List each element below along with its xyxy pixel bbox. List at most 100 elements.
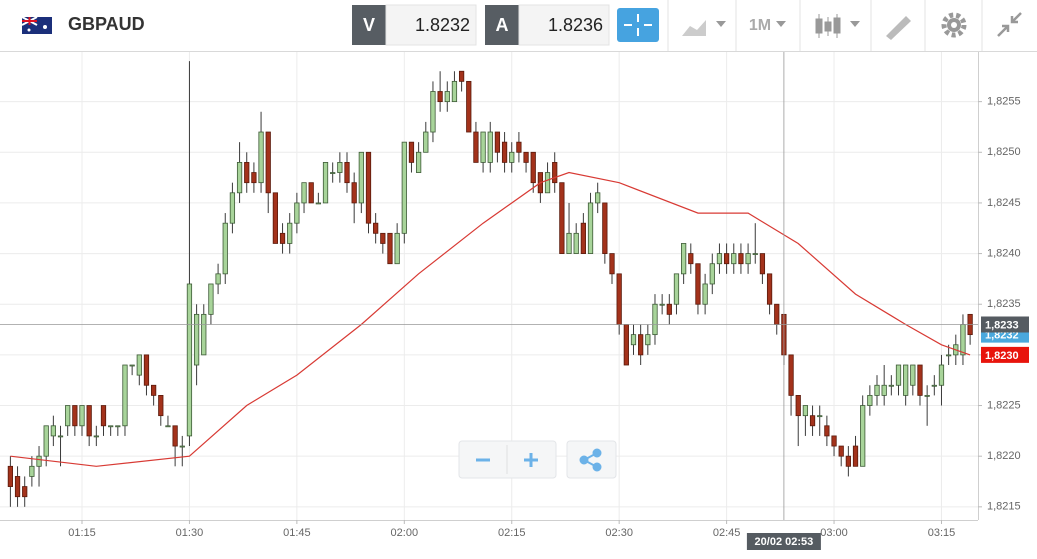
candle-body-up bbox=[702, 283, 708, 305]
candle-body-up bbox=[136, 354, 142, 376]
bid-box[interactable] bbox=[385, 4, 477, 46]
candle-body-down bbox=[809, 415, 816, 427]
candle-body-down bbox=[774, 303, 780, 325]
candle-body-down bbox=[917, 364, 923, 396]
candle-body-down bbox=[272, 192, 279, 244]
drawing-button[interactable] bbox=[886, 16, 911, 40]
price-label: 1,8232 bbox=[985, 330, 1019, 342]
crosshair-button[interactable] bbox=[617, 8, 659, 42]
settings-button[interactable] bbox=[941, 12, 967, 38]
candle-body-down bbox=[172, 425, 178, 447]
y-tick-label: 1,8215 bbox=[987, 501, 1021, 513]
candle-body-down bbox=[559, 182, 565, 254]
y-tick-label: 1,8245 bbox=[987, 197, 1021, 209]
candle-body-down bbox=[151, 384, 157, 396]
candle-body-up bbox=[43, 425, 49, 457]
candle-body-up bbox=[745, 253, 751, 265]
candle-body-down bbox=[7, 465, 14, 487]
candle-body-up bbox=[358, 151, 364, 204]
zoom-in-button[interactable] bbox=[524, 453, 538, 467]
candle-body-down bbox=[387, 232, 393, 265]
x-tick-label: 01:45 bbox=[283, 527, 311, 539]
candle-body-up bbox=[931, 384, 937, 387]
flag bbox=[21, 16, 52, 34]
candle-style-button[interactable] bbox=[815, 14, 860, 38]
x-tick-label: 03:15 bbox=[928, 527, 956, 539]
candle-body-up bbox=[287, 222, 293, 244]
chart-type-button[interactable] bbox=[682, 20, 726, 36]
candle-body-up bbox=[924, 395, 930, 397]
candle-body-up bbox=[115, 425, 121, 428]
candle-body-up bbox=[258, 131, 264, 184]
candle-body-up bbox=[630, 334, 637, 346]
candle-body-up bbox=[681, 243, 687, 275]
candle-body-up bbox=[322, 162, 329, 204]
candle-body-up bbox=[394, 232, 400, 265]
candle-body-down bbox=[666, 303, 672, 315]
candle-body-down bbox=[22, 486, 28, 498]
bid-label: V bbox=[363, 15, 375, 35]
price-label: 1,8230 bbox=[985, 350, 1019, 362]
candle-body-down bbox=[308, 182, 314, 204]
candle-body-up bbox=[487, 131, 493, 163]
candle-body-down bbox=[380, 232, 386, 244]
x-tick-label: 02:30 bbox=[605, 527, 633, 539]
ask-box[interactable] bbox=[518, 4, 610, 46]
candle-body-up bbox=[57, 435, 64, 438]
crosshair-time-label: 20/02 02:53 bbox=[755, 536, 814, 548]
candle-body-up bbox=[544, 172, 551, 194]
candle-body-up bbox=[179, 445, 185, 448]
x-tick-label: 02:00 bbox=[391, 527, 419, 539]
candle-body-up bbox=[165, 425, 171, 428]
candle-body-up bbox=[430, 91, 436, 133]
candle-body-up bbox=[451, 80, 458, 103]
candle-body-up bbox=[208, 283, 214, 315]
candle-body-down bbox=[86, 405, 92, 437]
candle-body-down bbox=[824, 425, 830, 437]
candle-body-down bbox=[738, 253, 744, 265]
candle-body-up bbox=[587, 202, 594, 254]
candle-body-up bbox=[480, 131, 486, 163]
candle-body-up bbox=[423, 131, 429, 153]
timeframe[interactable]: 1M bbox=[749, 17, 771, 34]
candle-body-down bbox=[473, 131, 479, 163]
candle-body-up bbox=[652, 303, 658, 336]
candle-body-down bbox=[695, 263, 701, 305]
candle-body-up bbox=[186, 283, 193, 437]
candle-body-down bbox=[795, 395, 801, 417]
candle-body-down bbox=[530, 151, 536, 184]
candle-body-up bbox=[444, 91, 450, 103]
symbol: GBPAUD bbox=[68, 14, 145, 34]
candle-body-up bbox=[29, 465, 35, 477]
ask-label: A bbox=[496, 15, 509, 35]
candle-body-up bbox=[122, 364, 128, 427]
candle-body-up bbox=[731, 253, 737, 265]
candle-body-up bbox=[222, 222, 228, 275]
candle-body-up bbox=[509, 151, 515, 163]
candle-body-down bbox=[845, 455, 851, 467]
share-button[interactable] bbox=[579, 448, 602, 472]
candle-body-up bbox=[645, 334, 651, 346]
ask-price: 1.8236 bbox=[548, 15, 603, 35]
candle-body-up bbox=[337, 162, 343, 173]
candle-body-up bbox=[938, 364, 945, 386]
y-tick-label: 1,8220 bbox=[987, 450, 1021, 462]
candle-body-up bbox=[215, 273, 221, 285]
x-tick-label: 02:45 bbox=[713, 527, 741, 539]
collapse-button[interactable] bbox=[997, 12, 1022, 37]
candle-body-up bbox=[817, 415, 823, 418]
candle-body-down bbox=[244, 162, 250, 184]
candle-body-up bbox=[65, 405, 71, 427]
candle-body-down bbox=[458, 70, 465, 82]
candle-body-down bbox=[466, 80, 472, 133]
candle-body-down bbox=[831, 435, 837, 447]
candle-body-down bbox=[523, 151, 529, 163]
x-tick-label: 01:15 bbox=[68, 527, 96, 539]
candle-body-up bbox=[416, 151, 422, 173]
price-label: 1,8233 bbox=[985, 319, 1019, 331]
bid-price: 1.8232 bbox=[415, 15, 470, 35]
candle-body-down bbox=[723, 253, 730, 265]
candle-body-up bbox=[566, 232, 572, 254]
y-tick-label: 1,8250 bbox=[987, 146, 1021, 158]
candle-body-down bbox=[759, 253, 766, 275]
